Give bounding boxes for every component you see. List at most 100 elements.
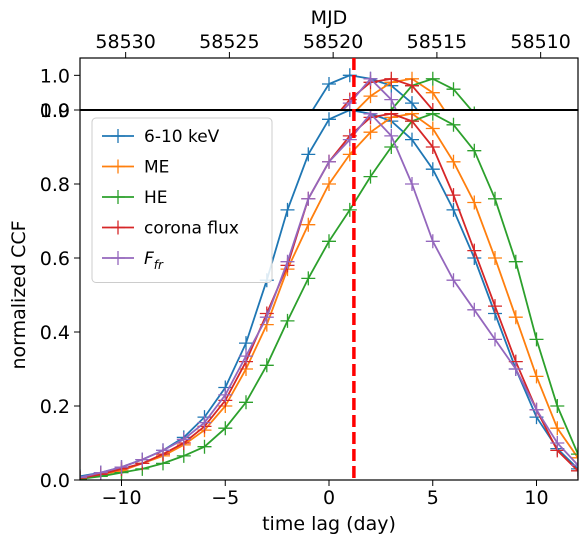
y-tick-label-0: 0.0 (40, 470, 70, 492)
inset-point-me-23 (550, 367, 564, 381)
inset-point-6-10-kev-16 (405, 96, 419, 110)
legend-label-me: ME (144, 158, 169, 178)
point-he-6 (197, 439, 212, 454)
legend-label-corona-flux: corona flux (144, 219, 239, 239)
point-f-fr-6 (197, 415, 212, 430)
inset-point-he-22 (530, 283, 544, 297)
point-f-fr-19 (467, 302, 482, 317)
point-f-fr-15 (384, 128, 399, 143)
y-axis-label: normalized CCF (8, 220, 30, 369)
inset-point-me-5 (177, 382, 191, 396)
point-he-12 (322, 234, 336, 249)
y-tick-label-5: 1.0 (40, 100, 70, 122)
inset-point-6-10-kev-6 (198, 356, 212, 370)
point-f-fr-12 (322, 154, 336, 169)
point-me-24 (571, 450, 578, 465)
x-tick-label-3: 5 (427, 487, 439, 509)
inset-point-f-fr-8 (239, 299, 253, 313)
inset-point-6-10-kev-3 (135, 396, 149, 410)
inset-point-corona-flux-3 (135, 399, 149, 413)
inset-point-6-10-kev-5 (177, 375, 191, 389)
x-tick-label-4: 10 (524, 487, 548, 509)
inset-point-he-2 (115, 408, 129, 422)
inset-point-6-10-kev-7 (218, 328, 232, 342)
inset-point-corona-flux-6 (198, 365, 212, 379)
point-f-fr-23 (550, 436, 565, 450)
inset-point-f-fr-5 (177, 377, 191, 391)
point-f-fr-4 (156, 443, 170, 458)
point-f-fr-7 (218, 387, 233, 402)
inset-series-group (94, 68, 564, 426)
point-corona-flux-24 (571, 463, 578, 478)
point-f-fr-9 (259, 310, 274, 325)
inset-point-f-fr-7 (218, 335, 232, 349)
legend-marker-he (111, 190, 125, 204)
point-he-19 (467, 143, 482, 158)
inset-point-corona-flux-16 (405, 78, 419, 93)
point-f-fr-17 (425, 234, 440, 249)
inset-point-f-fr-17 (426, 191, 440, 205)
point-corona-flux-18 (446, 188, 461, 203)
top-tick-label-2: 58520 (303, 31, 363, 53)
top-tick-label-0: 58530 (95, 31, 155, 53)
point-corona-flux-17 (425, 140, 440, 154)
point-he-10 (280, 313, 295, 328)
point-corona-flux-16 (405, 114, 419, 129)
point-he-24 (571, 447, 578, 462)
point-corona-flux-20 (488, 299, 502, 314)
point-he-13 (342, 202, 357, 217)
inset-point-he-17 (425, 71, 440, 86)
inset-point-6-10-kev-4 (156, 387, 170, 401)
inset-point-6-10-kev-11 (307, 109, 309, 110)
inset-y-tick-label-0: 0.9 (40, 100, 70, 122)
point-6-10-kev-11 (301, 147, 316, 162)
legend-marker-f-fr (111, 251, 125, 265)
point-6-10-kev-16 (405, 132, 419, 147)
inset-point-he-20 (488, 152, 502, 166)
inset-point-corona-flux-5 (177, 380, 191, 394)
y-tick-label-3: 0.6 (40, 248, 70, 270)
inset-point-corona-flux-1 (94, 410, 108, 424)
point-f-fr-16 (405, 177, 419, 191)
inset-point-corona-flux-2 (115, 405, 129, 419)
inset-point-he-3 (135, 405, 149, 419)
point-he-23 (550, 399, 565, 413)
y-tick-label-1: 0.2 (40, 396, 70, 418)
point-f-fr-0 (80, 470, 87, 480)
top-axis-label: MJD (311, 7, 348, 29)
x-tick-label-2: 0 (323, 487, 335, 509)
inset-point-f-fr-2 (115, 403, 129, 417)
point-me-11 (301, 217, 316, 232)
point-me-19 (467, 195, 482, 210)
inset-point-he-4 (156, 399, 170, 413)
point-me-12 (322, 177, 336, 191)
point-me-23 (550, 421, 565, 436)
legend-box (91, 117, 273, 283)
inset-point-he-21 (509, 211, 523, 225)
point-me-17 (425, 121, 440, 136)
point-f-fr-5 (176, 432, 191, 447)
x-axis-label: time lag (day) (262, 513, 396, 535)
point-me-21 (508, 310, 523, 325)
inset-point-he-1 (94, 412, 108, 426)
legend-label-f-fr: Ffr (144, 249, 164, 272)
inset-point-f-fr-4 (156, 387, 170, 401)
point-he-7 (218, 421, 233, 436)
point-f-fr-22 (529, 402, 544, 417)
inset-point-6-10-kev-1 (94, 408, 108, 422)
inset-point-f-fr-18 (447, 228, 461, 242)
legend-marker-corona-flux (111, 220, 125, 235)
legend-label-he: HE (144, 188, 168, 208)
point-he-22 (529, 332, 544, 347)
inset-point-me-14 (363, 89, 378, 104)
inset-point-me-3 (135, 399, 149, 413)
inset-point-he-19 (473, 106, 475, 110)
point-he-18 (446, 117, 461, 132)
inset-point-f-fr-14 (363, 71, 378, 86)
point-he-21 (508, 254, 523, 269)
point-f-fr-14 (363, 110, 378, 121)
point-me-14 (363, 125, 378, 140)
legend-marker-me (111, 159, 125, 174)
